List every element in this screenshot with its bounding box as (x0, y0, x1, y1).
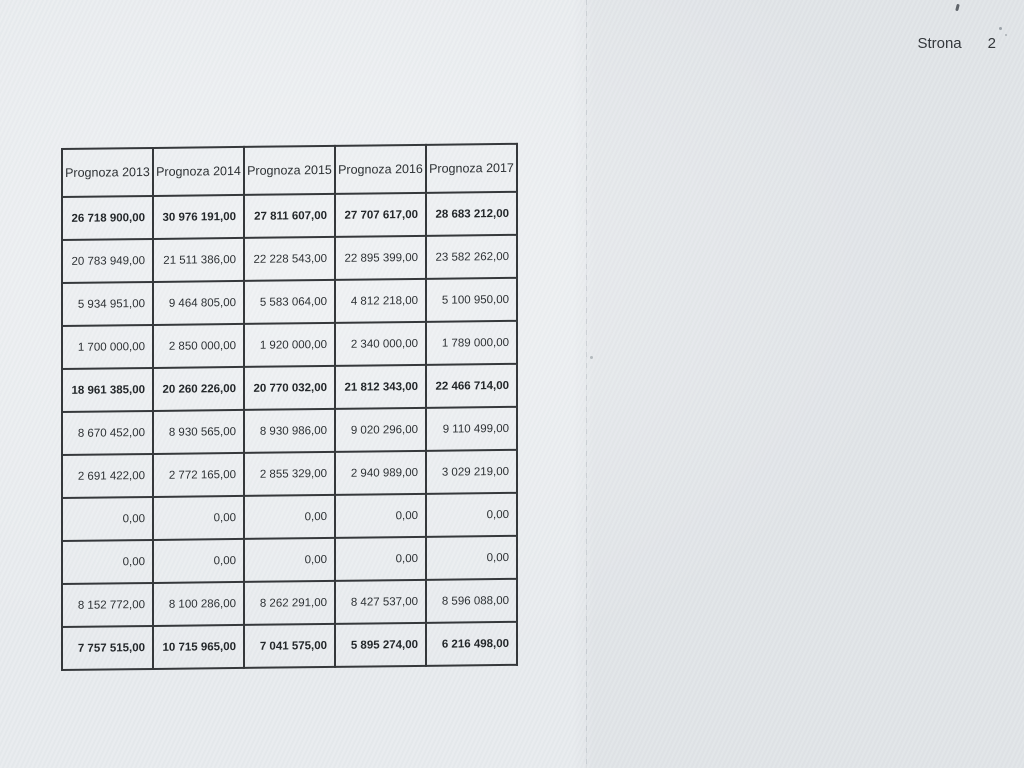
table-cell: 10 715 965,00 (153, 624, 244, 669)
table-row: 7 757 515,00 10 715 965,00 7 041 575,00 5 8… (62, 621, 517, 670)
table-cell: 18 961 385,00 (62, 367, 153, 412)
page-number: 2 (987, 35, 996, 52)
table-cell: 0,00 (335, 493, 426, 538)
table-row: 8 670 452,00 8 930 565,00 8 930 986,00 9 02… (62, 406, 517, 455)
table-cell: 2 855 329,00 (244, 451, 335, 496)
table-row: 2 691 422,00 2 772 165,00 2 855 329,00 2 94… (62, 449, 517, 498)
table-cell: 0,00 (244, 537, 335, 582)
table-cell: 8 670 452,00 (62, 410, 153, 455)
table-cell: 0,00 (426, 492, 517, 537)
table-cell: 6 216 498,00 (426, 621, 517, 666)
table-cell: 27 707 617,00 (335, 192, 426, 237)
table-cell: 23 582 262,00 (426, 234, 517, 279)
scan-speck (590, 356, 593, 359)
column-header: Prognoza 2014 (153, 146, 244, 196)
table-cell: 20 783 949,00 (62, 238, 153, 283)
table-cell: 1 789 000,00 (426, 320, 517, 365)
table-cell: 8 100 286,00 (153, 581, 244, 626)
table-cell: 2 850 000,00 (153, 323, 244, 368)
table-cell: 22 466 714,00 (426, 363, 517, 408)
table-cell: 9 020 296,00 (335, 407, 426, 452)
table-row: 5 934 951,00 9 464 805,00 5 583 064,00 4 81… (62, 277, 517, 326)
page-label: Strona (917, 35, 962, 52)
table-cell: 2 340 000,00 (335, 321, 426, 366)
table-cell: 2 772 165,00 (153, 452, 244, 497)
column-header: Prognoza 2016 (335, 144, 426, 194)
table-cell: 0,00 (153, 495, 244, 540)
table-cell: 20 770 032,00 (244, 365, 335, 410)
table-cell: 21 511 386,00 (153, 237, 244, 282)
table-cell: 3 029 219,00 (426, 449, 517, 494)
table-row: 8 152 772,00 8 100 286,00 8 262 291,00 8 42… (62, 578, 517, 627)
table-cell: 27 811 607,00 (244, 193, 335, 238)
header-row: Prognoza 2013 Prognoza 2014 Prognoza 2015 P… (62, 143, 517, 197)
table-cell: 0,00 (153, 538, 244, 583)
table-row: 20 783 949,00 21 511 386,00 22 228 543,00 2… (62, 234, 517, 283)
table-cell: 5 583 064,00 (244, 279, 335, 324)
table-cell: 1 920 000,00 (244, 322, 335, 367)
table-cell: 0,00 (62, 539, 153, 584)
table-cell: 7 041 575,00 (244, 623, 335, 668)
scan-speck (999, 27, 1002, 30)
table-cell: 0,00 (335, 536, 426, 581)
table-cell: 8 427 537,00 (335, 579, 426, 624)
forecast-table: Prognoza 2013 Prognoza 2014 Prognoza 2015 P… (61, 143, 518, 671)
table-cell: 30 976 191,00 (153, 194, 244, 239)
table-cell: 5 100 950,00 (426, 277, 517, 322)
page-header: Strona 2 (917, 35, 996, 53)
table-cell: 0,00 (244, 494, 335, 539)
table-body: 26 718 900,00 30 976 191,00 27 811 607,00 2… (62, 191, 517, 670)
table-row: 0,00 0,00 0,00 0,00 0,00 (62, 492, 517, 541)
table-cell: 20 260 226,00 (153, 366, 244, 411)
table-cell: 22 228 543,00 (244, 236, 335, 281)
table-cell: 5 934 951,00 (62, 281, 153, 326)
table-cell: 2 940 989,00 (335, 450, 426, 495)
table-cell: 8 930 565,00 (153, 409, 244, 454)
table-cell: 0,00 (426, 535, 517, 580)
table-cell: 8 262 291,00 (244, 580, 335, 625)
table-row: 1 700 000,00 2 850 000,00 1 920 000,00 2 34… (62, 320, 517, 369)
table-cell: 26 718 900,00 (62, 195, 153, 240)
table-cell: 7 757 515,00 (62, 625, 153, 670)
table-cell: 5 895 274,00 (335, 622, 426, 667)
table-cell: 0,00 (62, 496, 153, 541)
table-row: 0,00 0,00 0,00 0,00 0,00 (62, 535, 517, 584)
table-cell: 8 152 772,00 (62, 582, 153, 627)
table-cell: 22 895 399,00 (335, 235, 426, 280)
table-cell: 4 812 218,00 (335, 278, 426, 323)
scan-speck (955, 3, 960, 12)
table-cell: 9 110 499,00 (426, 406, 517, 451)
table-cell: 28 683 212,00 (426, 191, 517, 236)
table-cell: 2 691 422,00 (62, 453, 153, 498)
table-cell: 9 464 805,00 (153, 280, 244, 325)
table-row: 18 961 385,00 20 260 226,00 20 770 032,00 2… (62, 363, 517, 412)
table-cell: 8 930 986,00 (244, 408, 335, 453)
table-cell: 1 700 000,00 (62, 324, 153, 369)
table-row: 26 718 900,00 30 976 191,00 27 811 607,00 2… (62, 191, 517, 240)
forecast-table-wrap: Prognoza 2013 Prognoza 2014 Prognoza 2015 P… (61, 143, 518, 671)
table-cell: 21 812 343,00 (335, 364, 426, 409)
column-header: Prognoza 2017 (426, 143, 517, 193)
table-cell: 8 596 088,00 (426, 578, 517, 623)
column-header: Prognoza 2015 (244, 145, 335, 195)
scan-speck (1005, 34, 1007, 36)
column-header: Prognoza 2013 (62, 147, 153, 197)
fold-line (586, 0, 587, 768)
